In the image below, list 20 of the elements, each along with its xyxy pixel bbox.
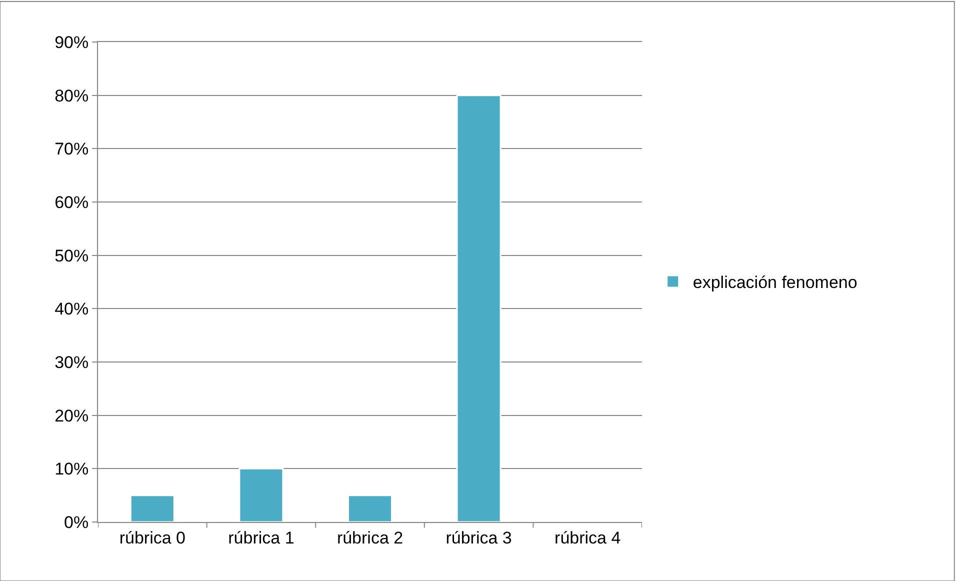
y-tick-label: 90% [54, 32, 89, 52]
y-tick-label: 70% [54, 140, 89, 159]
y-tick-label: 0% [64, 512, 89, 532]
x-tick-label: rúbrica 3 [446, 528, 512, 548]
y-tick-label: 60% [54, 192, 89, 212]
y-tick-label: 10% [54, 460, 89, 479]
x-tick-label: rúbrica 4 [554, 528, 621, 548]
x-tick-label: rúbrica 2 [336, 528, 404, 548]
bar [456, 94, 502, 522]
y-tick-label: 80% [54, 86, 89, 106]
bar [130, 494, 175, 522]
bar [238, 468, 284, 522]
y-tick-label: 30% [54, 352, 89, 372]
y-tick-label: 20% [54, 406, 89, 426]
x-tick-label: rúbrica 1 [228, 528, 294, 548]
y-tick-label: 50% [54, 246, 89, 266]
legend-label: explicación fenomeno [692, 273, 858, 292]
bar [347, 494, 393, 522]
y-tick-label: 40% [54, 300, 89, 319]
x-tick-label: rúbrica 0 [119, 528, 186, 548]
